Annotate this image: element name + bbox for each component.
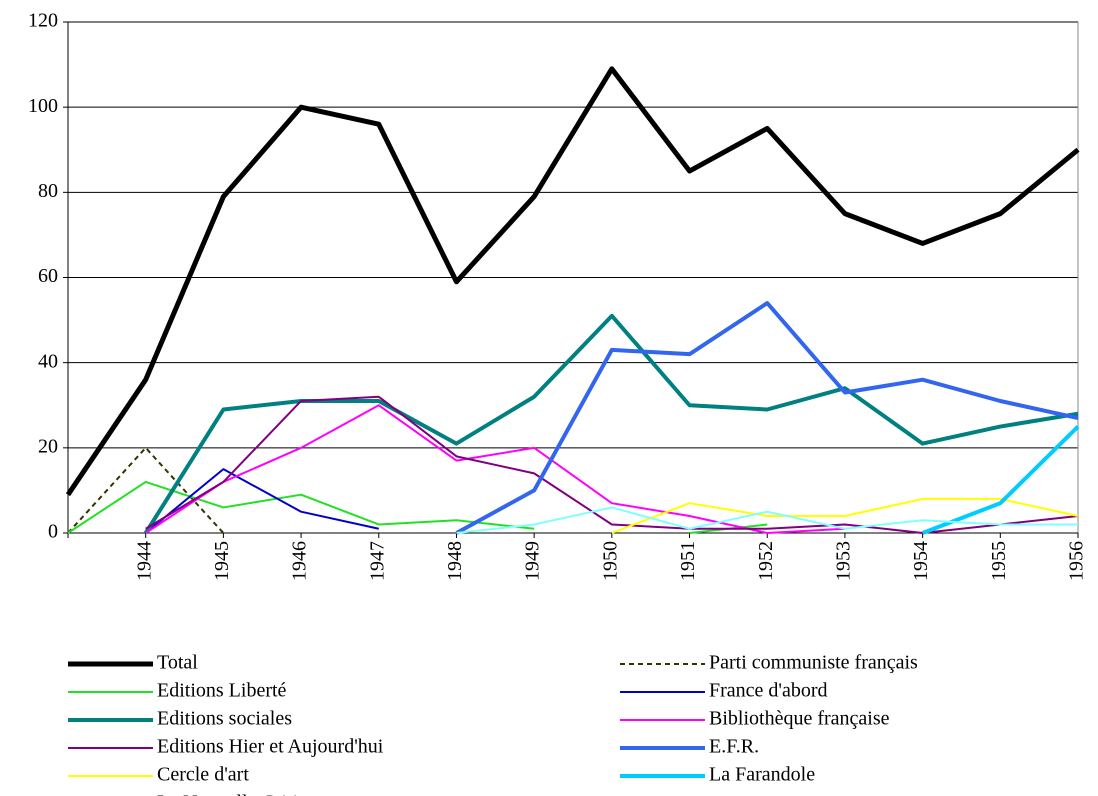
x-tick-label: 1947 xyxy=(366,541,388,581)
legend-label: France d'abord xyxy=(709,680,828,702)
legend-label: Editions Liberté xyxy=(157,680,287,702)
series-line xyxy=(65,66,1080,497)
series-line xyxy=(145,395,1079,534)
legend-label: Bibliothèque française xyxy=(709,708,890,730)
y-tick-label: 60 xyxy=(38,265,58,287)
y-tick-label: 100 xyxy=(28,95,58,117)
series-line xyxy=(921,425,1080,535)
x-tick-label: 1954 xyxy=(910,541,932,581)
x-tick-label: 1944 xyxy=(133,541,155,581)
x-tick-label: 1949 xyxy=(522,541,544,581)
legend-label: Editions sociales xyxy=(157,708,292,730)
legend-label: Cercle d'art xyxy=(157,764,249,786)
series-line xyxy=(67,446,225,534)
x-tick-label: 1946 xyxy=(289,541,311,581)
x-tick-label: 1953 xyxy=(833,541,855,581)
legend-label: Total xyxy=(157,652,198,674)
legend-label: E.F.R. xyxy=(709,736,759,758)
y-tick-label: 40 xyxy=(38,350,58,372)
x-tick-label: 1955 xyxy=(988,541,1010,581)
legend-label: La Nouvelle Critique xyxy=(157,792,327,796)
x-tick-label: 1950 xyxy=(599,541,621,581)
legend-label: Parti communiste français xyxy=(709,652,918,674)
x-tick-label: 1952 xyxy=(755,541,777,581)
x-tick-label: 1951 xyxy=(677,541,699,581)
series-line xyxy=(145,468,379,534)
y-tick-label: 120 xyxy=(28,10,58,32)
series-line xyxy=(145,404,845,534)
legend-label: La Farandole xyxy=(709,764,815,786)
x-tick-label: 1945 xyxy=(211,541,233,581)
legend-label: Editions Hier et Aujourd'hui xyxy=(157,736,384,758)
y-tick-label: 20 xyxy=(38,435,58,457)
series-line xyxy=(456,506,1078,534)
y-tick-label: 80 xyxy=(38,180,58,202)
x-tick-label: 1948 xyxy=(444,541,466,581)
y-tick-label: 0 xyxy=(48,521,58,543)
x-tick-label: 1956 xyxy=(1066,541,1088,581)
series-line xyxy=(611,497,1079,534)
series-line xyxy=(455,301,1079,535)
